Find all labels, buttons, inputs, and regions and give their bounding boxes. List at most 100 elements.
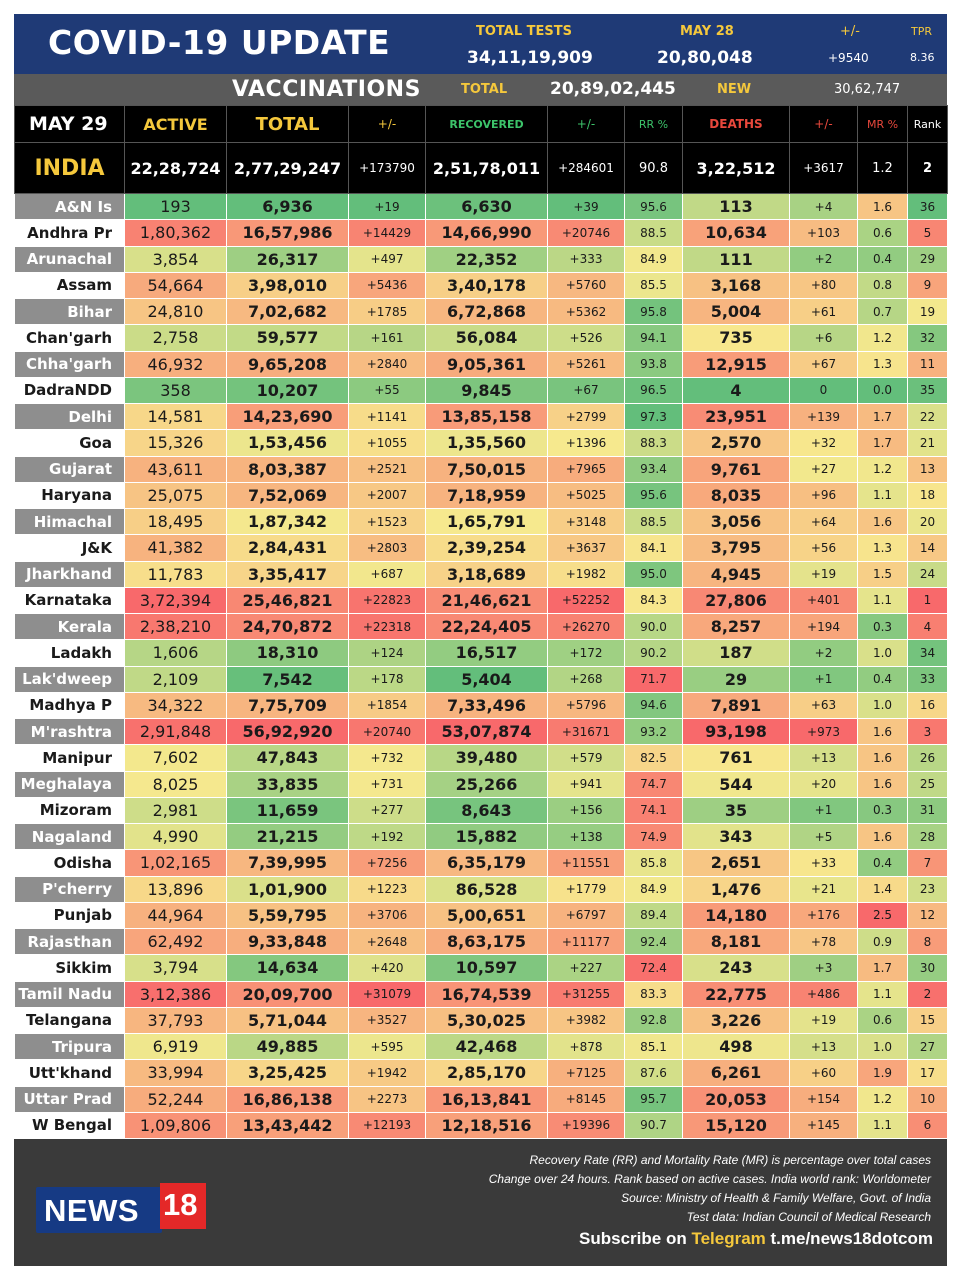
cell-rank: 23 bbox=[907, 875, 948, 903]
cell-total-change: +1523 bbox=[348, 507, 426, 536]
cell-recovered-change: +268 bbox=[547, 665, 625, 693]
cell-recovered: 16,13,841 bbox=[425, 1085, 548, 1113]
cell-mr: 1.6 bbox=[857, 192, 908, 221]
state-name: Gujarat bbox=[14, 455, 125, 483]
state-name: Karnataka bbox=[14, 586, 125, 615]
cell-total-change: +420 bbox=[348, 954, 426, 982]
table-row: Uttar Prad 52,244 16,86,138 +2273 16,13,841 +… bbox=[14, 1085, 948, 1113]
deaths-header: DEATHS bbox=[682, 105, 790, 143]
table-row: DadraNDD 358 10,207 +55 9,845 +67 96.5 4 0 0.0 35 bbox=[14, 376, 948, 405]
cell-rr: 71.7 bbox=[624, 665, 683, 693]
state-name: Tripura bbox=[14, 1032, 125, 1061]
cell-recovered: 9,05,361 bbox=[425, 350, 548, 378]
state-name: Utt'khand bbox=[14, 1059, 125, 1087]
cell-recovered: 5,00,651 bbox=[425, 901, 548, 930]
cell-rr: 84.9 bbox=[624, 875, 683, 903]
logo-18-box: 18 bbox=[160, 1183, 206, 1229]
cell-rank: 1 bbox=[907, 586, 948, 615]
cell-rank: 16 bbox=[907, 691, 948, 720]
cell-rank: 26 bbox=[907, 744, 948, 772]
cell-active: 46,932 bbox=[124, 350, 227, 378]
vaccinations-new-label: NEW bbox=[717, 82, 752, 97]
cell-mr: 1.2 bbox=[857, 1085, 908, 1113]
cell-recovered: 9,845 bbox=[425, 376, 548, 405]
cell-total-change: +19 bbox=[348, 192, 426, 221]
cell-total: 9,65,208 bbox=[226, 350, 349, 378]
cell-rr: 94.6 bbox=[624, 691, 683, 720]
cell-deaths: 8,257 bbox=[682, 612, 790, 641]
cell-deaths-change: +4 bbox=[789, 192, 858, 221]
total-tests-value: 34,11,19,909 bbox=[467, 48, 593, 68]
cell-active: 1,02,165 bbox=[124, 849, 227, 877]
cell-recovered: 2,39,254 bbox=[425, 534, 548, 562]
cell-total-change: +22823 bbox=[348, 586, 426, 615]
cell-deaths: 10,634 bbox=[682, 219, 790, 247]
cell-active: 1,09,806 bbox=[124, 1111, 227, 1140]
table-row: Tamil Nadu 3,12,386 20,09,700 +31079 16,74,5… bbox=[14, 980, 948, 1008]
cell-mr: 0.6 bbox=[857, 1006, 908, 1035]
cell-recovered-change: +7965 bbox=[547, 455, 625, 483]
footer-note: Source: Ministry of Health & Family Welf… bbox=[621, 1191, 931, 1205]
india-deaths: 3,22,512 bbox=[682, 142, 790, 194]
cell-total-change: +2521 bbox=[348, 455, 426, 483]
state-name: Himachal bbox=[14, 507, 125, 536]
cell-total-change: +1055 bbox=[348, 429, 426, 457]
may28-label: MAY 28 bbox=[680, 24, 734, 39]
cell-deaths-change: +194 bbox=[789, 612, 858, 641]
cell-total-change: +14429 bbox=[348, 219, 426, 247]
cell-active: 193 bbox=[124, 192, 227, 221]
cell-deaths: 22,775 bbox=[682, 980, 790, 1008]
table-row: Delhi 14,581 14,23,690 +1141 13,85,158 +2799 9… bbox=[14, 402, 948, 431]
state-name: Odisha bbox=[14, 849, 125, 877]
cell-deaths-change: +973 bbox=[789, 717, 858, 746]
cell-deaths: 544 bbox=[682, 770, 790, 798]
table-row: Nagaland 4,990 21,215 +192 15,882 +138 74.9 343… bbox=[14, 822, 948, 851]
cell-rr: 85.8 bbox=[624, 849, 683, 877]
cell-deaths-change: +27 bbox=[789, 455, 858, 483]
india-rr: 90.8 bbox=[624, 142, 683, 194]
cell-deaths: 343 bbox=[682, 822, 790, 851]
cell-rr: 94.1 bbox=[624, 324, 683, 352]
cell-active: 24,810 bbox=[124, 297, 227, 326]
cell-deaths: 1,476 bbox=[682, 875, 790, 903]
cell-recovered-change: +31255 bbox=[547, 980, 625, 1008]
logo-news-text: NEWS bbox=[44, 1193, 139, 1228]
cell-rr: 92.8 bbox=[624, 1006, 683, 1035]
cell-rank: 28 bbox=[907, 822, 948, 851]
cell-total: 49,885 bbox=[226, 1032, 349, 1061]
cell-mr: 1.6 bbox=[857, 770, 908, 798]
cell-recovered: 7,18,959 bbox=[425, 481, 548, 510]
cell-recovered-change: +5760 bbox=[547, 271, 625, 300]
cell-recovered: 2,85,170 bbox=[425, 1059, 548, 1087]
cell-total: 14,23,690 bbox=[226, 402, 349, 431]
cell-rank: 34 bbox=[907, 639, 948, 667]
cell-deaths-change: +139 bbox=[789, 402, 858, 431]
cell-total-change: +732 bbox=[348, 744, 426, 772]
vaccinations-new-value: 30,62,747 bbox=[834, 82, 901, 97]
cell-rr: 72.4 bbox=[624, 954, 683, 982]
telegram-link[interactable]: t.me/news18dotcom bbox=[765, 1229, 934, 1248]
cell-recovered: 8,63,175 bbox=[425, 927, 548, 956]
cell-total: 24,70,872 bbox=[226, 612, 349, 641]
cell-mr: 1.7 bbox=[857, 402, 908, 431]
table-row: Rajasthan 62,492 9,33,848 +2648 8,63,175 +111… bbox=[14, 927, 948, 956]
cell-recovered: 12,18,516 bbox=[425, 1111, 548, 1140]
cell-mr: 1.6 bbox=[857, 744, 908, 772]
cell-deaths: 93,198 bbox=[682, 717, 790, 746]
cell-total-change: +1785 bbox=[348, 297, 426, 326]
cell-mr: 1.4 bbox=[857, 875, 908, 903]
table-row: Mizoram 2,981 11,659 +277 8,643 +156 74.1 35 +1 0… bbox=[14, 796, 948, 825]
cell-active: 25,075 bbox=[124, 481, 227, 510]
cell-deaths: 2,570 bbox=[682, 429, 790, 457]
cell-deaths-change: +3 bbox=[789, 954, 858, 982]
table-row: Ladakh 1,606 18,310 +124 16,517 +172 90.2 187 +2… bbox=[14, 639, 948, 667]
cell-total: 10,207 bbox=[226, 376, 349, 405]
cell-mr: 1.7 bbox=[857, 954, 908, 982]
cell-mr: 0.7 bbox=[857, 297, 908, 326]
cell-total-change: +497 bbox=[348, 245, 426, 273]
cell-recovered-change: +7125 bbox=[547, 1059, 625, 1087]
state-name: Haryana bbox=[14, 481, 125, 510]
cell-rr: 82.5 bbox=[624, 744, 683, 772]
telegram-label: Telegram bbox=[691, 1229, 766, 1248]
cell-active: 2,758 bbox=[124, 324, 227, 352]
